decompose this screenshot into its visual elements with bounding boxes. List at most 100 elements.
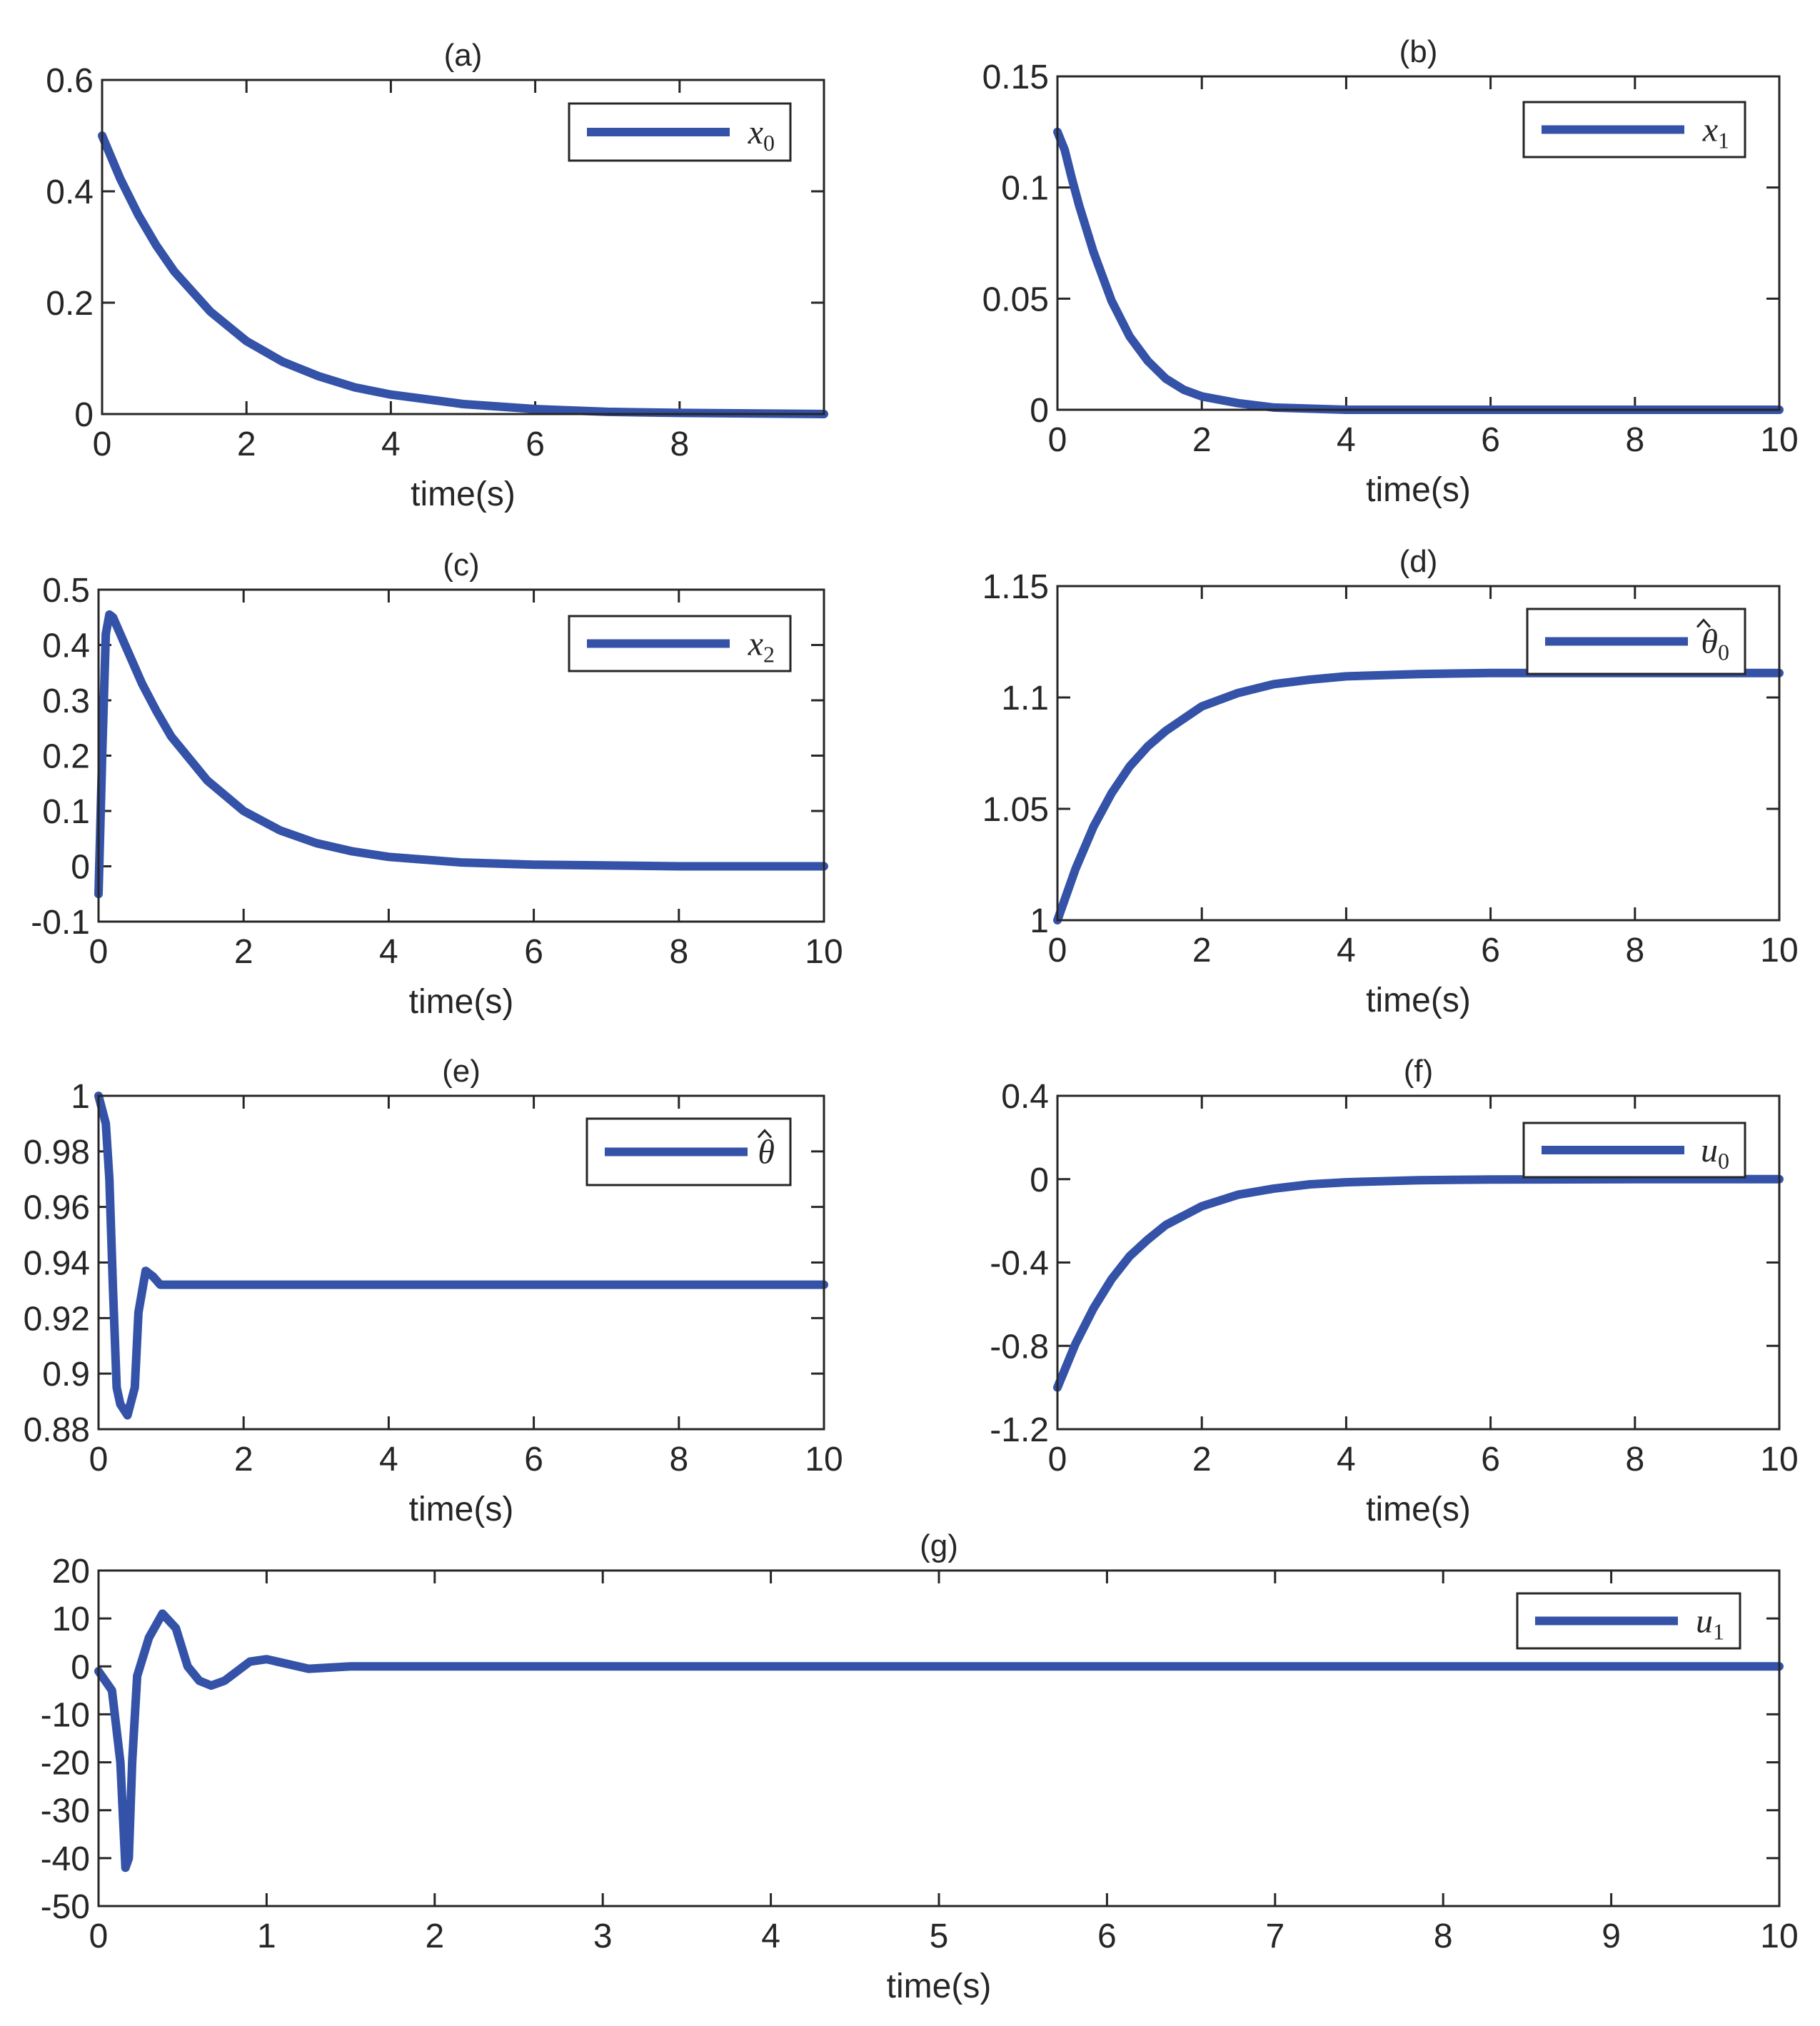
x-tick-label: 3: [593, 1917, 613, 1955]
x-axis-label: time(s): [1366, 1491, 1471, 1528]
x-tick-label: 10: [805, 933, 843, 971]
x-tick-label: 2: [234, 1441, 253, 1478]
x-axis-label: time(s): [1366, 471, 1471, 509]
y-tick-label: 0.4: [1001, 1078, 1049, 1116]
x-tick-label: 0: [89, 1441, 109, 1478]
legend-symbol: u: [1696, 1603, 1713, 1641]
y-tick-label: 0: [1030, 1161, 1049, 1199]
y-tick-label: 0.9: [42, 1356, 90, 1393]
x-tick-label: 9: [1602, 1917, 1621, 1955]
x-tick-label: 10: [1760, 1441, 1798, 1478]
y-tick-label: 10: [52, 1601, 90, 1638]
legend-symbol: x: [748, 625, 763, 663]
x-tick-label: 7: [1265, 1917, 1284, 1955]
panel-b: (b) 0 2 4 6 8 10 0 0.05 0.1 0.15 time(s) x1: [982, 34, 1799, 509]
y-tick-label: 0.88: [24, 1411, 90, 1449]
legend-subscript: 1: [1718, 128, 1729, 153]
panel-title: (e): [442, 1054, 481, 1089]
y-tick-label: 0.6: [46, 62, 94, 100]
y-tick-label: -30: [41, 1793, 90, 1830]
legend-symbol: θ: [758, 1134, 775, 1171]
x-tick-label: 0: [1048, 1441, 1067, 1478]
x-tick-label: 4: [1337, 421, 1356, 459]
x-tick-label: 1: [257, 1917, 276, 1955]
series-line-x0: [98, 131, 828, 418]
y-tick-label: -0.1: [31, 904, 90, 942]
x-tick-label: 6: [524, 1441, 543, 1478]
legend-subscript: 2: [763, 642, 775, 667]
x-tick-label: 6: [526, 425, 545, 463]
y-tick-label: 1.05: [982, 791, 1049, 829]
legend-label: x0: [748, 114, 775, 156]
legend: θ0: [1526, 608, 1746, 675]
y-tick-label: 1.1: [1001, 680, 1049, 717]
legend-subscript: 0: [1718, 1148, 1729, 1174]
x-axis-label: time(s): [1366, 982, 1471, 1019]
x-tick-label: 0: [89, 933, 109, 971]
x-tick-label: 10: [1760, 421, 1798, 459]
x-tick-label: 6: [1097, 1917, 1117, 1955]
y-tick-label: 0.94: [24, 1245, 90, 1283]
y-tick-label: 0.4: [46, 173, 94, 211]
x-tick-label: 8: [669, 933, 688, 971]
x-axis-label: time(s): [887, 1967, 992, 2005]
series-line-u0: [1053, 1174, 1784, 1392]
legend: x1: [1522, 101, 1746, 158]
x-tick-label: 2: [1192, 421, 1212, 459]
y-tick-label: 0.1: [1001, 170, 1049, 208]
x-tick-label: 8: [1434, 1917, 1453, 1955]
x-tick-label: 6: [524, 933, 543, 971]
legend: x2: [568, 615, 792, 672]
legend-label: x1: [1702, 111, 1729, 153]
x-axis-label: time(s): [409, 1491, 514, 1528]
panel-title: (c): [443, 548, 479, 583]
y-tick-label: 0.05: [982, 281, 1049, 318]
x-tick-label: 8: [1625, 932, 1644, 969]
x-tick-label: 5: [930, 1917, 949, 1955]
x-tick-label: 8: [670, 425, 689, 463]
y-tick-label: 1: [71, 1078, 90, 1116]
hat-accent-icon: [757, 1129, 773, 1139]
legend-label: θ: [758, 1134, 775, 1171]
y-tick-label: 1: [1030, 902, 1049, 940]
y-tick-label: 0: [1030, 392, 1049, 430]
legend-symbol: θ: [1701, 623, 1718, 661]
x-tick-label: 0: [93, 425, 112, 463]
axes-frame: [101, 79, 825, 415]
x-tick-label: 2: [234, 933, 253, 971]
y-tick-label: 20: [52, 1553, 90, 1591]
y-tick-label: 1.15: [982, 568, 1049, 606]
x-tick-label: 6: [1481, 421, 1500, 459]
legend-subscript: 0: [763, 130, 775, 156]
legend: u0: [1522, 1122, 1746, 1179]
x-tick-label: 6: [1481, 932, 1500, 969]
x-tick-label: 2: [1192, 1441, 1212, 1478]
axes-frame: [97, 588, 825, 923]
y-tick-label: 0.15: [982, 59, 1049, 96]
y-tick-label: -0.8: [990, 1328, 1049, 1366]
y-tick-label: 0: [74, 396, 94, 434]
y-tick-label: 0.5: [42, 572, 90, 610]
panel-title: (d): [1399, 544, 1438, 579]
y-tick-label: -1.2: [990, 1411, 1049, 1449]
x-tick-label: 4: [379, 1441, 398, 1478]
x-tick-label: 4: [1337, 1441, 1356, 1478]
series-line-u1: [94, 1609, 1784, 1873]
axes-frame: [97, 1094, 825, 1431]
x-tick-label: 8: [1625, 1441, 1644, 1478]
legend-subscript: 1: [1713, 1619, 1724, 1645]
y-tick-label: 0: [71, 849, 90, 887]
x-tick-label: 2: [237, 425, 256, 463]
panel-title: (a): [444, 38, 483, 73]
y-tick-label: -40: [41, 1840, 90, 1878]
x-tick-label: 0: [1048, 421, 1067, 459]
panel-title: (g): [920, 1528, 958, 1563]
x-axis-label: time(s): [409, 983, 514, 1021]
x-tick-label: 4: [761, 1917, 780, 1955]
y-tick-label: 0.92: [24, 1300, 90, 1338]
y-tick-label: 0.1: [42, 793, 90, 831]
legend-subscript: 0: [1718, 640, 1729, 665]
